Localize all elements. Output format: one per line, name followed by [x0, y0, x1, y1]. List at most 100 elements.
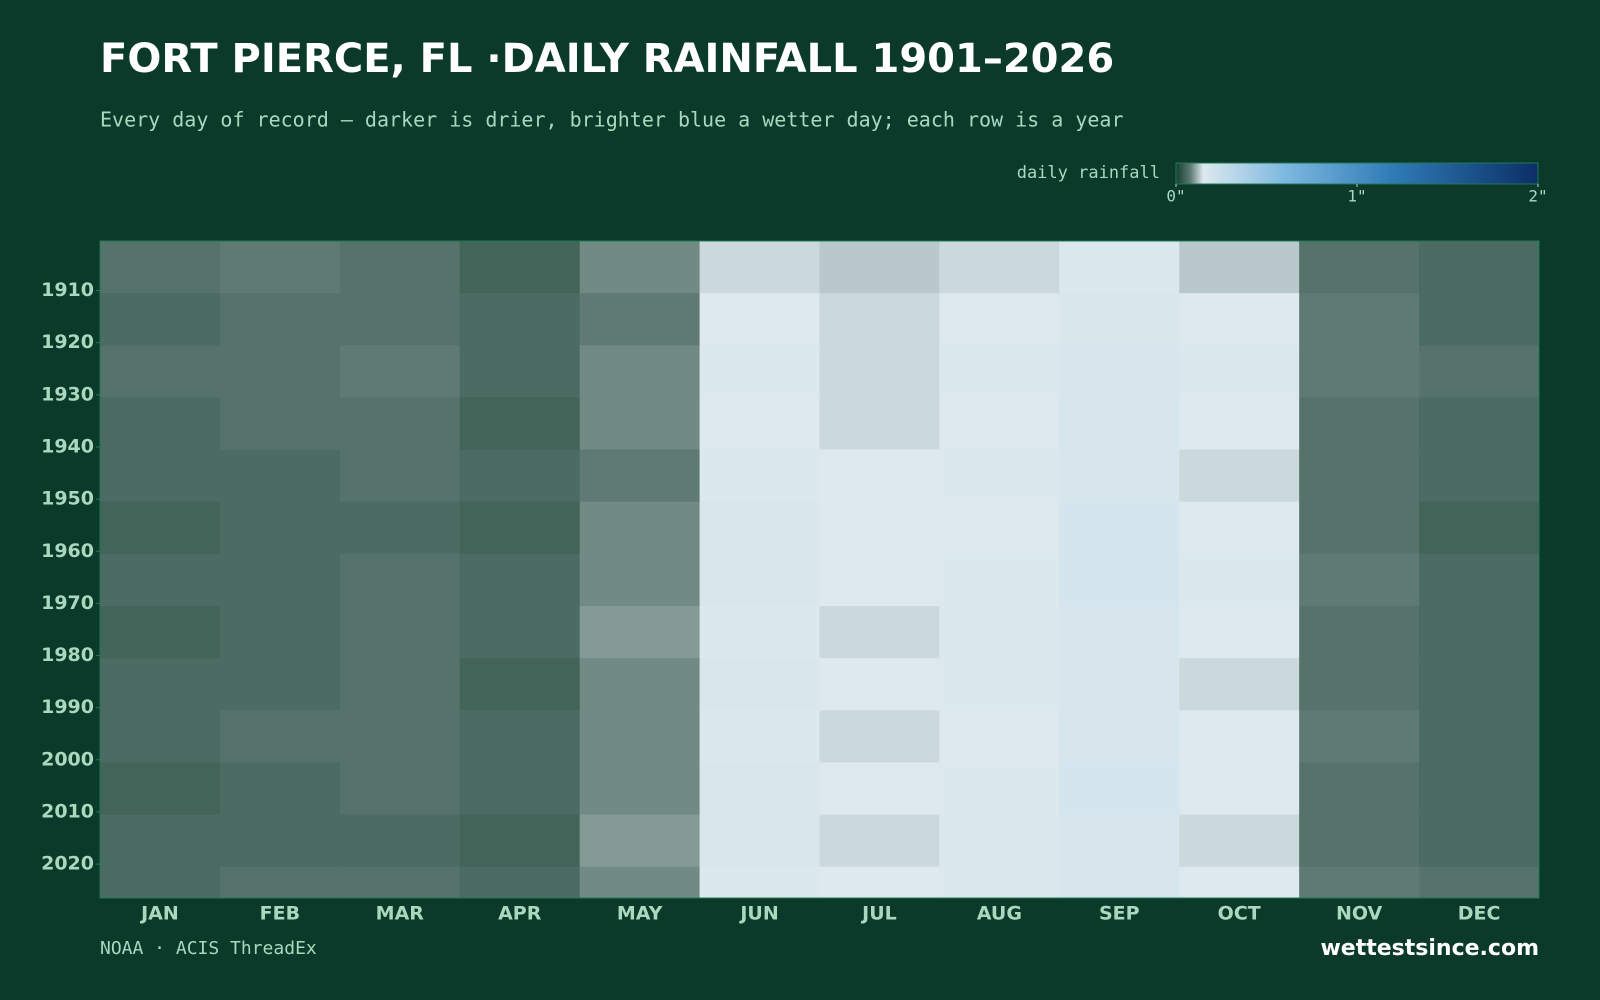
heatmap-cell [100, 553, 221, 607]
heatmap-cell [100, 449, 221, 503]
y-tick-label: 1930 [41, 383, 94, 405]
heatmap-cell [819, 345, 940, 398]
heatmap-cell [1179, 345, 1300, 398]
heatmap-cell [1419, 762, 1540, 816]
x-tick-label: NOV [1336, 903, 1383, 925]
x-tick-label: JAN [139, 903, 179, 925]
heatmap-cell [339, 866, 461, 899]
heatmap-cell [1419, 658, 1540, 711]
heatmap-cell [819, 658, 940, 711]
heatmap-cell [1059, 866, 1180, 899]
heatmap-cell [100, 866, 221, 899]
plot-frame [99, 240, 1540, 899]
heatmap-cell [339, 762, 461, 816]
heatmap-cell [219, 658, 341, 711]
brand: wettestsince.com [1320, 936, 1539, 961]
heatmap-cell [939, 345, 1060, 398]
heatmap-cell [579, 345, 701, 398]
heatmap-cell [1299, 397, 1420, 451]
heatmap-cell [459, 814, 581, 868]
x-tick-label: MAY [617, 903, 663, 925]
y-tick-label: 1940 [41, 435, 94, 457]
heatmap-cell [459, 710, 581, 763]
heatmap-cell [100, 710, 221, 763]
y-tick-label: 1970 [41, 592, 94, 614]
heatmap-cell [939, 814, 1060, 868]
source: NOAA · ACIS ThreadEx [100, 938, 317, 959]
heatmap-cell [699, 762, 820, 816]
heatmap-cell [1179, 397, 1300, 451]
heatmap-cell [1299, 449, 1420, 503]
heatmap-cell [219, 710, 341, 763]
heatmap-cell [579, 710, 701, 763]
heatmap-cell [699, 606, 820, 659]
heatmap-cell [1299, 606, 1420, 659]
heatmap-cell [1059, 293, 1180, 346]
heatmap-cell [219, 397, 341, 451]
y-tick-label: 2020 [41, 853, 94, 875]
x-tick-label: APR [498, 903, 542, 925]
heatmap-cell [579, 762, 701, 816]
heatmap-cell [579, 553, 701, 607]
heatmap-cell [339, 658, 461, 711]
heatmap-cell [339, 501, 461, 555]
y-tick-label: 1960 [41, 540, 94, 562]
heatmap-cell [339, 553, 461, 607]
heatmap-cell [579, 866, 701, 899]
x-tick-label: JUN [738, 903, 778, 925]
heatmap-cell [819, 762, 940, 816]
heatmap-cell [459, 397, 581, 451]
legend-label: daily rainfall [1017, 163, 1160, 183]
heatmap-cell [100, 814, 221, 868]
heatmap-cell [1299, 658, 1420, 711]
heatmap-cell [939, 866, 1060, 899]
heatmap-cell [1179, 658, 1300, 711]
x-tick-label: SEP [1099, 903, 1140, 925]
y-tick-label: 2010 [41, 800, 94, 822]
heatmap-cell [579, 814, 701, 868]
heatmap-cell [1179, 866, 1300, 899]
heatmap-cell [939, 762, 1060, 816]
heatmap-cell [699, 710, 820, 763]
heatmap-cell [819, 606, 940, 659]
heatmap-cell [939, 553, 1060, 607]
heatmap-cell [699, 553, 820, 607]
heatmap-cell [1419, 866, 1540, 899]
heatmap-cell [579, 397, 701, 451]
heatmap-cell [939, 501, 1060, 555]
heatmap-cell [219, 293, 341, 346]
heatmap-cell [579, 293, 701, 346]
heatmap-cell [100, 501, 221, 555]
heatmap-cell [1179, 449, 1300, 503]
heatmap-cell [1299, 501, 1420, 555]
heatmap-cell [100, 762, 221, 816]
heatmap-cell [100, 606, 221, 659]
colorbar-tick-label: 0" [1166, 187, 1185, 206]
heatmap-cell [579, 606, 701, 659]
heatmap-cell [339, 345, 461, 398]
heatmap-cell [1059, 449, 1180, 503]
y-tick-label: 1980 [41, 644, 94, 666]
heatmap-cell [1179, 501, 1300, 555]
heatmap-cell [459, 606, 581, 659]
heatmap-cell [1059, 397, 1180, 451]
heatmap-cell [699, 397, 820, 451]
heatmap-cell [100, 241, 221, 294]
heatmap-cell [579, 241, 701, 294]
colorbar-tick-label: 1" [1347, 187, 1366, 206]
heatmap-cell [219, 762, 341, 816]
heatmap-cell [1059, 501, 1180, 555]
heatmap-cell [459, 293, 581, 346]
x-tick-label: JUL [860, 903, 897, 925]
y-tick-label: 1910 [41, 279, 94, 301]
heatmap-cell [1299, 345, 1420, 398]
heatmap-cell [100, 658, 221, 711]
heatmap-cell [939, 658, 1060, 711]
heatmap-cell [699, 241, 820, 294]
heatmap-cell [219, 501, 341, 555]
heatmap-cell [939, 449, 1060, 503]
heatmap-cell [1419, 814, 1540, 868]
heatmap-cell [1179, 241, 1300, 294]
heatmap-cell [1419, 397, 1540, 451]
